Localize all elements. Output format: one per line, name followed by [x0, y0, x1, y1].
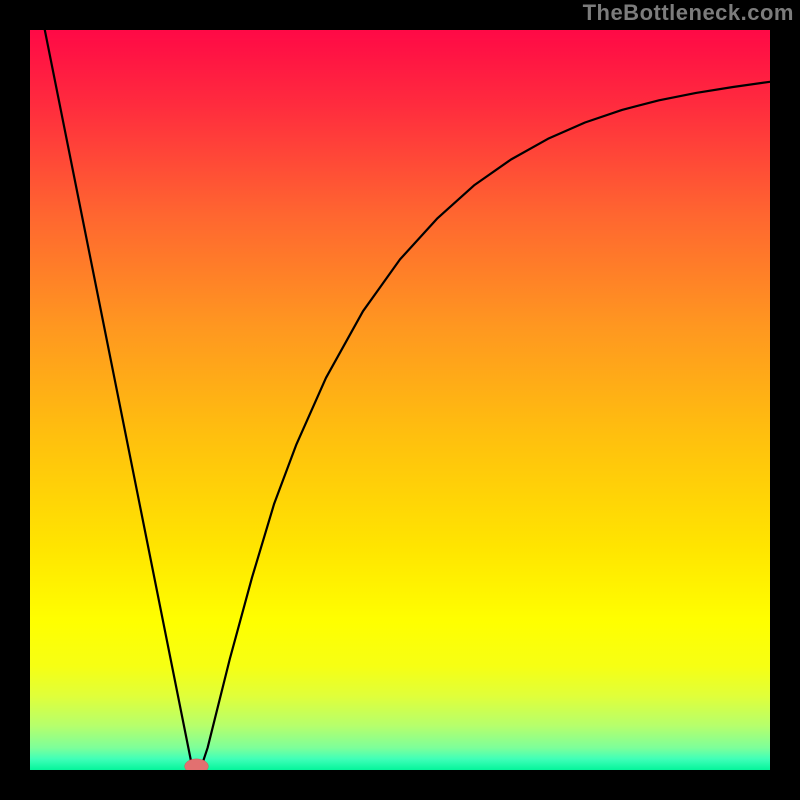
stage: TheBottleneck.com	[0, 0, 800, 800]
plot-background	[30, 30, 770, 770]
watermark-text: TheBottleneck.com	[583, 0, 794, 26]
bottleneck-chart	[0, 0, 800, 800]
